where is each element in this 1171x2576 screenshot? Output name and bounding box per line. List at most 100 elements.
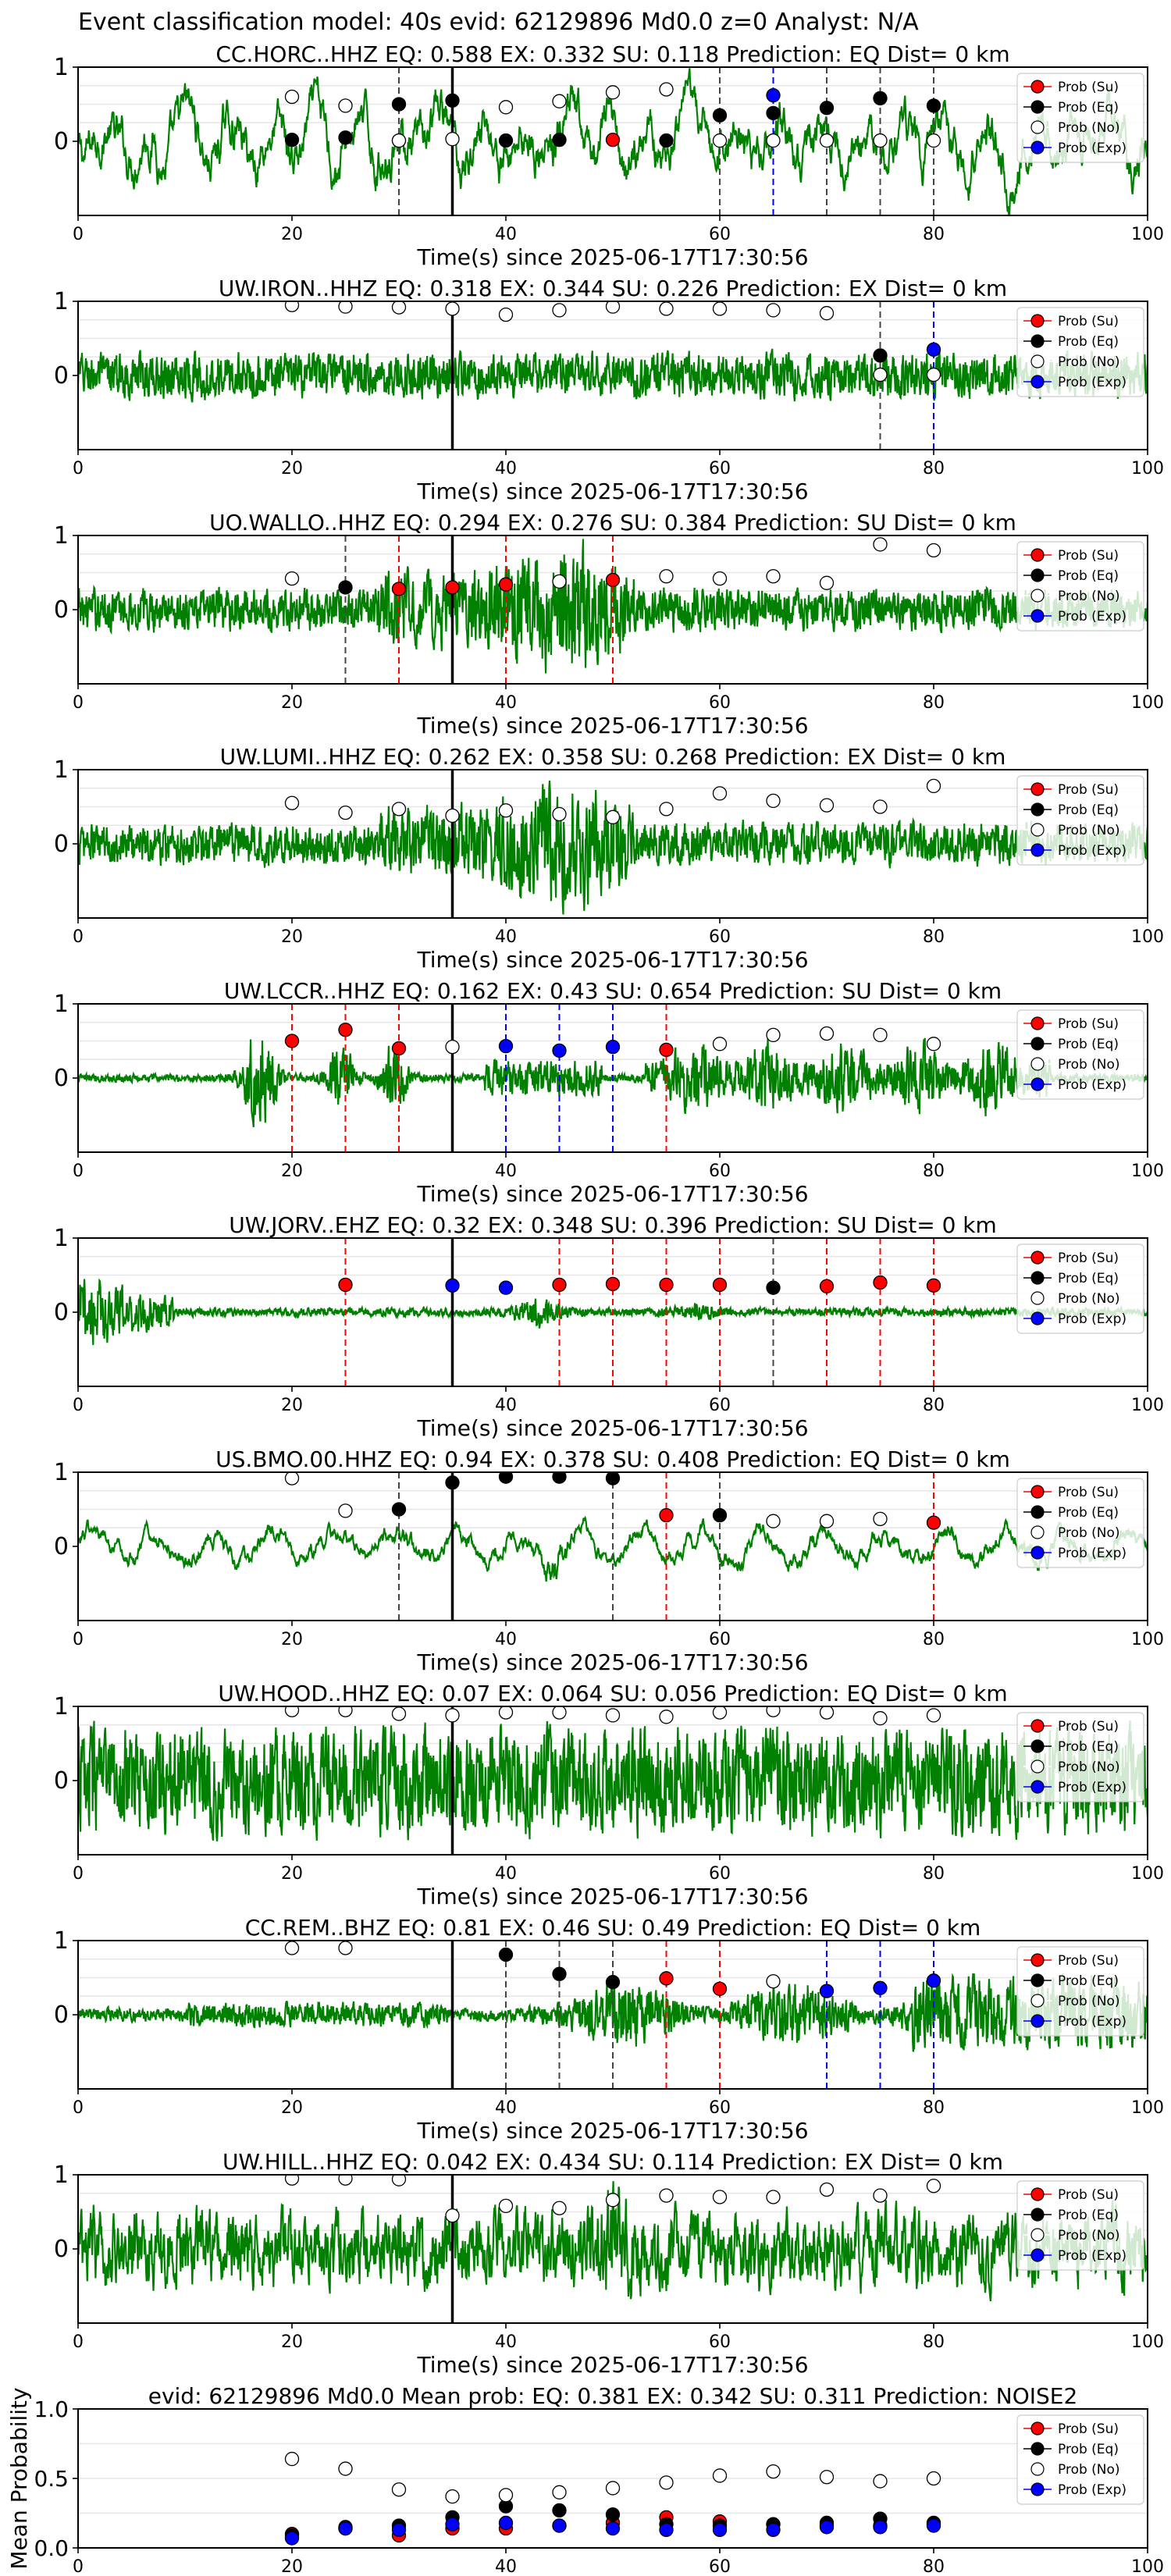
x-axis-label: Time(s) since 2025-06-17T17:30:56 — [416, 1884, 808, 1909]
legend-marker-eq — [1030, 1037, 1045, 1051]
x-axis-label: Time(s) since 2025-06-17T17:30:56 — [416, 479, 808, 504]
legend-marker-exp — [1030, 1311, 1045, 1325]
x-tick-label: 100 — [1131, 1396, 1164, 1415]
x-tick-label: 100 — [1131, 459, 1164, 479]
prob-point-no — [766, 1514, 781, 1528]
legend-label: Prob (No) — [1058, 2462, 1120, 2478]
x-tick-label: 80 — [923, 2557, 945, 2576]
legend-label: Prob (Eq) — [1058, 1037, 1119, 1052]
prob-point-no — [712, 1706, 728, 1720]
legend-marker-su — [1030, 1485, 1045, 1499]
prob-point-su — [284, 1034, 300, 1048]
legend-box — [1016, 307, 1144, 397]
prob-point-exp — [659, 2522, 674, 2538]
chart-panel-8: CC.REM..BHZ EQ: 0.81 EX: 0.46 SU: 0.49 P… — [54, 1915, 1164, 2144]
x-tick-label: 60 — [709, 225, 731, 244]
chart-title: UW.LCCR..HHZ EQ: 0.162 EX: 0.43 SU: 0.65… — [224, 978, 1002, 1004]
prob-point-no — [338, 1706, 353, 1717]
legend-marker-exp — [1030, 1546, 1045, 1560]
y-tick-label: 1 — [54, 1693, 69, 1720]
prob-point-no — [766, 1974, 781, 1989]
chart-title: UW.IRON..HHZ EQ: 0.318 EX: 0.344 SU: 0.2… — [219, 276, 1007, 301]
x-tick-label: 60 — [709, 1630, 731, 1649]
legend-box — [1016, 1009, 1144, 1100]
prob-point-no — [926, 367, 941, 382]
prob-point-eq — [445, 93, 460, 108]
legend-label: Prob (No) — [1058, 1994, 1120, 2009]
prob-point-su — [659, 1507, 674, 1523]
prob-point-no — [338, 2461, 353, 2476]
x-tick-label: 20 — [281, 927, 303, 947]
legend-marker-eq — [1030, 1271, 1045, 1285]
y-tick-label: 0.0 — [34, 2535, 69, 2561]
prob-point-no — [605, 2193, 621, 2208]
prob-point-no — [284, 89, 300, 105]
prob-point-exp — [445, 2517, 460, 2532]
prob-point-exp — [926, 2518, 941, 2533]
prob-point-no — [659, 82, 674, 97]
legend-label: Prob (No) — [1058, 354, 1120, 370]
prob-point-su — [605, 1276, 621, 1292]
chart-panel-1: UW.IRON..HHZ EQ: 0.318 EX: 0.344 SU: 0.2… — [54, 276, 1164, 504]
prob-point-no — [552, 574, 567, 589]
prob-point-exp — [605, 1039, 621, 1055]
prob-point-su — [498, 577, 514, 592]
prob-point-eq — [712, 108, 728, 123]
x-tick-label: 80 — [923, 459, 945, 479]
waveform-trace — [78, 1973, 1148, 2052]
legend-box — [1016, 541, 1144, 632]
prob-point-no — [819, 1514, 835, 1528]
x-tick-label: 40 — [495, 2332, 517, 2352]
x-tick-label: 0 — [73, 1864, 84, 1884]
prob-point-no — [284, 571, 300, 586]
x-axis-label: Time(s) since 2025-06-17T17:30:56 — [416, 1181, 808, 1207]
legend-marker-eq — [1030, 568, 1045, 582]
x-axis-label: Time(s) since 2025-06-17T17:30:56 — [416, 2118, 808, 2144]
prob-point-no — [338, 301, 353, 314]
chart-panel-10: evid: 62129896 Md0.0 Mean prob: EQ: 0.38… — [6, 2383, 1164, 2576]
prob-point-no — [659, 2188, 674, 2203]
prob-point-no — [819, 133, 835, 148]
x-tick-label: 40 — [495, 2098, 517, 2118]
legend-marker-no — [1030, 354, 1045, 368]
x-tick-label: 60 — [709, 2332, 731, 2352]
legend-marker-exp — [1030, 2014, 1045, 2028]
prob-point-no — [766, 1706, 781, 1717]
legend-marker-no — [1030, 823, 1045, 837]
x-tick-label: 80 — [923, 1162, 945, 1181]
legend-marker-eq — [1030, 802, 1045, 817]
legend-marker-su — [1030, 80, 1045, 94]
x-tick-label: 80 — [923, 693, 945, 713]
legend-label: Prob (No) — [1058, 823, 1120, 838]
x-tick-label: 40 — [495, 927, 517, 947]
legend-label: Prob (Exp) — [1058, 609, 1127, 624]
prob-point-eq — [819, 101, 835, 116]
prob-point-eq — [766, 1280, 781, 1295]
x-tick-label: 0 — [73, 1162, 84, 1181]
prob-point-no — [926, 133, 941, 148]
x-tick-label: 20 — [281, 1396, 303, 1415]
legend-marker-eq — [1030, 1973, 1045, 1987]
y-tick-label: 0 — [54, 1767, 69, 1795]
prob-point-no — [391, 1706, 407, 1721]
prob-point-su — [445, 580, 460, 595]
legend-label: Prob (Su) — [1058, 1251, 1119, 1266]
prob-point-exp — [926, 1973, 941, 1988]
x-tick-label: 20 — [281, 1864, 303, 1884]
legend: Prob (Su) Prob (Eq) Prob (No) Prob (Exp) — [1016, 775, 1144, 866]
prob-point-no — [766, 569, 781, 584]
prob-point-no — [712, 301, 728, 316]
prob-point-no — [338, 1503, 353, 1518]
prob-point-no — [926, 2471, 941, 2486]
x-tick-label: 40 — [495, 693, 517, 713]
prob-point-su — [712, 1277, 728, 1292]
legend-label: Prob (Eq) — [1058, 2208, 1119, 2223]
y-tick-label: 0 — [54, 128, 69, 155]
legend-box — [1016, 1712, 1144, 1802]
x-tick-label: 100 — [1131, 2332, 1164, 2352]
prob-point-exp — [873, 1980, 888, 1995]
prob-point-no — [284, 795, 300, 810]
legend-marker-no — [1030, 1994, 1045, 2008]
panels: CC.HORC..HHZ EQ: 0.588 EX: 0.332 SU: 0.1… — [6, 41, 1164, 2576]
chart-plot-area — [78, 1706, 1148, 1855]
